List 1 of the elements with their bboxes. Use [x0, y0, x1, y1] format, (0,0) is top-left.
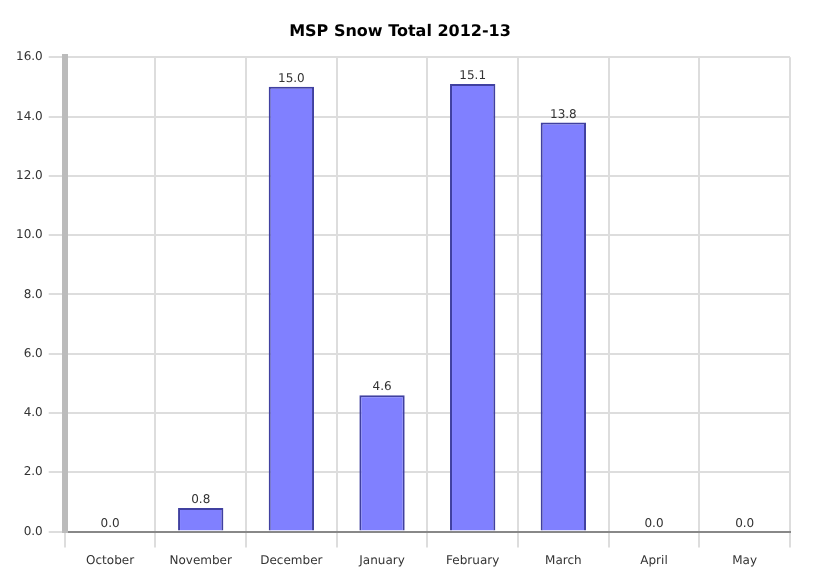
- chart-title: MSP Snow Total 2012-13: [289, 21, 511, 40]
